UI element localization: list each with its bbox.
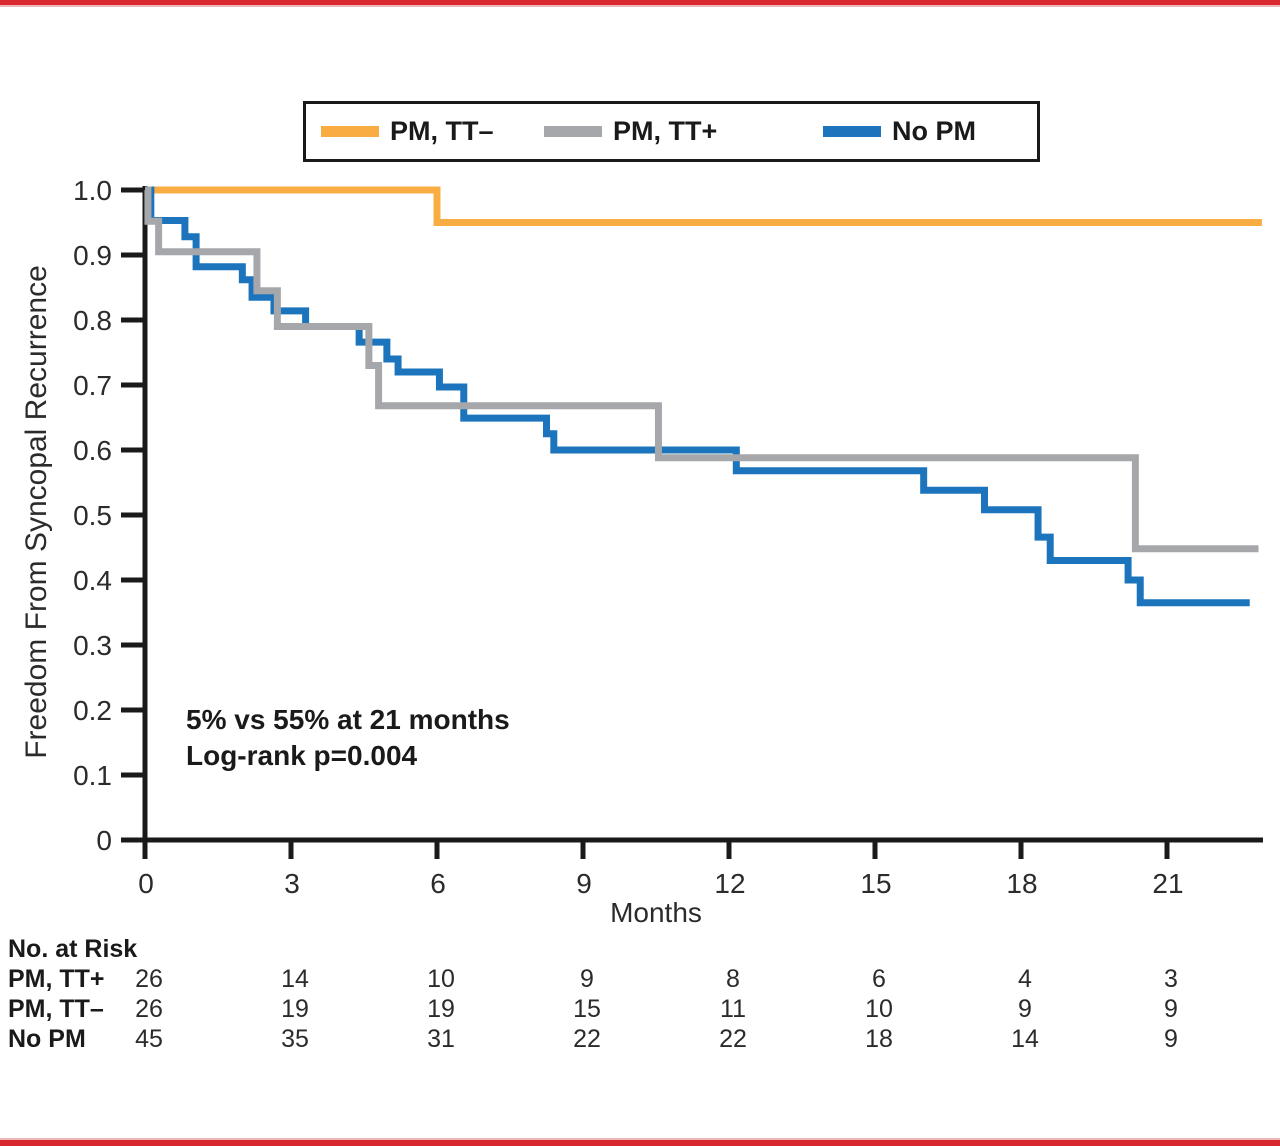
y-tick-label: 0.6	[73, 435, 112, 466]
tick-marks	[121, 187, 1170, 859]
risk-count: 9	[1164, 995, 1178, 1023]
x-axis-title: Months	[610, 897, 702, 928]
x-tick-label: 12	[714, 868, 745, 899]
x-tick-label: 18	[1006, 868, 1037, 899]
legend-label: PM, TT+	[613, 116, 718, 146]
risk-count: 15	[573, 995, 601, 1023]
risk-count: 3	[1164, 965, 1178, 993]
risk-count: 31	[427, 1025, 455, 1053]
x-tick-label: 6	[430, 868, 446, 899]
risk-count: 9	[1164, 1025, 1178, 1053]
risk-count: 19	[427, 995, 455, 1023]
y-tick-label: 0.3	[73, 630, 112, 661]
legend-swatch-blue	[823, 126, 881, 137]
tick-labels: 1.0 0.9 0.8 0.7 0.6 0.5 0.4 0.3 0.2 0.1 00 3 6 9 12 15 1…	[73, 175, 1184, 899]
risk-row-label: PM, TT–	[8, 995, 104, 1023]
risk-count: 4	[1018, 965, 1032, 993]
risk-count: 35	[281, 1025, 309, 1053]
legend-item-no-pm: No PM	[823, 104, 976, 159]
bottom-border-accent-light	[0, 1138, 1280, 1140]
x-tick-label: 9	[576, 868, 592, 899]
risk-table: No. at Risk PM, TT+ 26 14 10 9 8 6 4 3 PM, TT– 26 1…	[0, 930, 1280, 1070]
y-tick-label: 0.1	[73, 760, 112, 791]
risk-count: 14	[281, 965, 309, 993]
top-border-accent-light	[0, 5, 1280, 7]
y-tick-label: 0.8	[73, 305, 112, 336]
top-border-accent	[0, 0, 1280, 5]
y-tick-label: 1.0	[73, 175, 112, 206]
y-tick-label: 0.7	[73, 370, 112, 401]
series-pm-tt-	[144, 186, 1259, 553]
x-tick-label: 15	[860, 868, 891, 899]
y-tick-label: 0.2	[73, 695, 112, 726]
risk-table-title: No. at Risk	[8, 935, 138, 963]
risk-count: 9	[580, 965, 594, 993]
series-pm-tt-	[145, 186, 1262, 226]
annotation: 5% vs 55% at 21 months Log-rank p=0.004	[186, 702, 510, 774]
legend-swatch-gray	[544, 126, 602, 137]
x-tick-label: 3	[284, 868, 300, 899]
y-tick-label: 0.9	[73, 240, 112, 271]
risk-row-label: No PM	[8, 1025, 86, 1053]
km-chart: 1.0 0.9 0.8 0.7 0.6 0.5 0.4 0.3 0.2 0.1 00 3 6 9 12 15 1…	[73, 175, 1263, 899]
series-no-pm	[145, 186, 1250, 607]
risk-count: 11	[720, 995, 746, 1023]
annotation-line-2: Log-rank p=0.004	[186, 740, 418, 771]
risk-row-label: PM, TT+	[8, 965, 105, 993]
y-tick-label: 0	[96, 825, 112, 856]
risk-count: 18	[865, 1025, 893, 1053]
y-tick-label: 0.4	[73, 565, 112, 596]
risk-count: 10	[865, 995, 893, 1023]
legend-item-pm-tt-minus: PM, TT–	[321, 104, 494, 159]
risk-count: 22	[719, 1025, 747, 1053]
legend-label: PM, TT–	[390, 116, 494, 146]
risk-count: 14	[1011, 1025, 1039, 1053]
risk-count: 10	[427, 965, 455, 993]
bottom-border-accent	[0, 1140, 1280, 1146]
risk-count: 26	[135, 965, 163, 993]
legend-swatch-orange	[321, 126, 379, 137]
risk-count: 26	[135, 995, 163, 1023]
x-tick-label: 0	[138, 868, 154, 899]
risk-count: 45	[135, 1025, 163, 1053]
legend-item-pm-tt-plus: PM, TT+	[544, 104, 717, 159]
legend: PM, TT– PM, TT+ No PM	[303, 101, 1040, 162]
x-tick-label: 21	[1152, 868, 1183, 899]
legend-label: No PM	[892, 116, 976, 146]
risk-count: 6	[872, 965, 886, 993]
annotation-line-1: 5% vs 55% at 21 months	[186, 704, 510, 735]
risk-count: 8	[726, 965, 740, 993]
axes	[142, 186, 1263, 843]
risk-count: 22	[573, 1025, 601, 1053]
risk-count: 19	[281, 995, 309, 1023]
risk-count: 9	[1018, 995, 1032, 1023]
y-tick-label: 0.5	[73, 500, 112, 531]
